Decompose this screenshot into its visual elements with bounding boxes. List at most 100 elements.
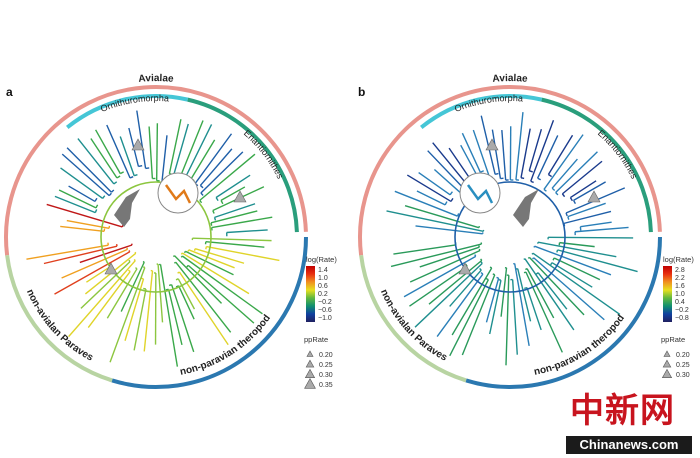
paraves-arc bbox=[5, 255, 113, 383]
tree-branch bbox=[551, 262, 593, 288]
tree-branch bbox=[580, 221, 612, 228]
tree-branch bbox=[211, 216, 273, 229]
pprate-value: 0.20 bbox=[676, 352, 690, 359]
tree-branch bbox=[94, 209, 98, 213]
tree-branch bbox=[194, 133, 233, 184]
tree-branch bbox=[143, 287, 147, 290]
inset-zoom-circle bbox=[157, 172, 199, 214]
pprate-marker bbox=[587, 190, 601, 203]
tree-branch bbox=[210, 222, 213, 226]
color-scale-tick: 2.2 bbox=[675, 275, 685, 282]
color-scale-tick: −0.6 bbox=[318, 307, 332, 314]
tree-branch bbox=[515, 112, 524, 180]
tree-branch bbox=[102, 195, 106, 199]
tree-branch bbox=[106, 124, 131, 179]
tree-branch bbox=[555, 151, 598, 194]
tree-branch bbox=[200, 192, 204, 196]
tree-branch bbox=[492, 273, 496, 276]
tree-branch bbox=[472, 129, 491, 179]
tree-branch bbox=[406, 174, 452, 203]
tree-branch bbox=[461, 132, 481, 173]
tree-branch bbox=[226, 229, 268, 234]
tree-branch bbox=[60, 167, 104, 199]
tree-branch bbox=[478, 225, 481, 228]
tree-branch bbox=[68, 260, 136, 338]
tree-branch bbox=[403, 255, 477, 298]
tree-branch bbox=[141, 277, 144, 280]
tree-branch bbox=[532, 257, 535, 260]
tree-branch bbox=[26, 244, 109, 260]
tree-branch bbox=[175, 261, 232, 333]
panel-label: b bbox=[358, 85, 365, 99]
tree-branch bbox=[155, 123, 159, 181]
tree-branch bbox=[199, 153, 256, 201]
tree-branch bbox=[517, 268, 532, 322]
tree-branch bbox=[565, 212, 568, 217]
pprate-value: 0.30 bbox=[676, 372, 690, 379]
tree-branch bbox=[409, 265, 468, 307]
tree-branch bbox=[480, 258, 483, 261]
pprate-value: 0.20 bbox=[319, 352, 333, 359]
tree-branch bbox=[551, 187, 556, 191]
tree-branch bbox=[537, 177, 542, 181]
tree-branch bbox=[524, 286, 528, 290]
tree-branch bbox=[60, 225, 105, 232]
pprate-value: 0.35 bbox=[319, 382, 333, 389]
pprate-value: 0.25 bbox=[319, 362, 333, 369]
tree-branch bbox=[480, 261, 483, 264]
tree-branch bbox=[170, 284, 195, 353]
tree-branch bbox=[200, 151, 244, 194]
tree-branch bbox=[526, 268, 555, 319]
color-scale-tick: 1.0 bbox=[318, 275, 328, 282]
watermark-english: Chinanews.com bbox=[566, 436, 692, 454]
panel-b: bAvialaeOrnithuromorphaEnantiornithesnon… bbox=[358, 73, 694, 389]
tree-branch bbox=[129, 176, 134, 179]
tree-branch bbox=[168, 284, 172, 287]
inset-branch bbox=[466, 184, 494, 204]
tree-branch bbox=[170, 123, 189, 183]
tree-branch bbox=[528, 256, 585, 316]
tree-branch bbox=[567, 216, 570, 220]
tree-branch bbox=[127, 269, 131, 273]
tree-branch bbox=[535, 272, 539, 275]
tree-branch bbox=[527, 256, 530, 259]
clade-label-avialae: Avialae bbox=[492, 73, 529, 85]
tree-branch bbox=[199, 148, 233, 186]
color-scale-tick: 1.0 bbox=[675, 291, 685, 298]
tree-branch bbox=[128, 250, 131, 253]
color-scale-tick: −0.2 bbox=[318, 299, 332, 306]
tree-branch bbox=[523, 271, 527, 274]
legend: log(Rate) 1.41.00.60.2−0.2−0.6−1.0 ppRate 0… bbox=[304, 255, 337, 389]
tree-branch bbox=[186, 264, 189, 268]
tree-branch bbox=[173, 255, 223, 304]
tree-branch bbox=[444, 201, 448, 206]
tree-branch bbox=[172, 255, 175, 258]
tree-branch bbox=[525, 268, 528, 271]
tree-branch bbox=[524, 258, 575, 331]
tree-branch bbox=[161, 135, 168, 182]
tree-branch bbox=[537, 272, 568, 310]
tree-branch bbox=[87, 271, 131, 328]
tree-branch bbox=[194, 248, 245, 264]
tree-branch bbox=[159, 264, 179, 367]
color-scale-tick: −0.2 bbox=[675, 307, 689, 314]
tree-branch bbox=[80, 261, 131, 309]
color-scale-tick: 1.4 bbox=[318, 267, 328, 274]
tree-branch bbox=[474, 254, 477, 257]
tree-branch bbox=[110, 189, 115, 193]
tree-branch bbox=[530, 180, 534, 184]
tree-branch bbox=[68, 185, 96, 203]
tree-branch bbox=[537, 135, 559, 179]
pprate-value: 0.25 bbox=[676, 362, 690, 369]
tree-branch bbox=[113, 181, 118, 185]
tree-branch bbox=[567, 202, 606, 218]
tree-branch bbox=[553, 257, 601, 281]
inset-branch bbox=[164, 184, 192, 204]
tree-branch bbox=[480, 170, 484, 173]
enantiornithes-arc bbox=[541, 97, 653, 233]
tree-branch bbox=[480, 272, 484, 275]
tree-branch bbox=[433, 168, 464, 196]
tree-branch bbox=[213, 217, 217, 221]
color-scale-tick: 0.4 bbox=[675, 299, 685, 306]
tree-branch bbox=[531, 252, 534, 255]
